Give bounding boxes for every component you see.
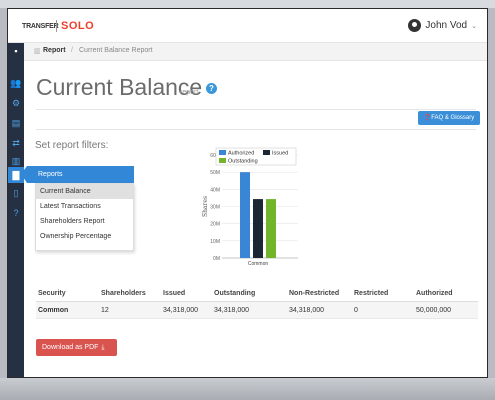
y-tick-label: 60M <box>210 153 220 159</box>
download-pdf-label: Download as PDF <box>42 344 99 351</box>
legend-box <box>215 147 297 166</box>
table-header-row: Security Shareholders Issued Outstanding… <box>36 285 478 302</box>
balance-bar-chart: 0M 10M 20M 30M 40M 50M 60M Shares Common Authoriz… <box>202 147 298 267</box>
y-tick-label: 0M <box>213 256 220 262</box>
legend-label: Authorized <box>228 151 254 157</box>
table-cell: 0 <box>354 306 358 314</box>
help-icon[interactable]: ? <box>206 83 217 94</box>
users-icon[interactable]: 👥 <box>10 78 22 88</box>
menu-item-shareholders-report[interactable]: Shareholders Report <box>40 218 105 225</box>
legend-swatch <box>219 150 226 155</box>
table-cell: Common <box>38 306 69 314</box>
bar-issued <box>253 199 263 258</box>
breadcrumb: ▥ Report / Current Balance Report <box>24 43 487 61</box>
y-axis-label: Shares <box>202 196 209 217</box>
title-divider <box>36 109 476 110</box>
document-icon[interactable]: ▤ <box>11 118 21 128</box>
logo-transfer-text: TRANSFER <box>22 22 59 30</box>
menu-item-ownership-percentage[interactable]: Ownership Percentage <box>40 233 112 240</box>
logo-solo-text: SOLO <box>61 20 95 32</box>
legend-swatch <box>219 158 226 163</box>
table-cell: 12 <box>101 306 109 314</box>
y-tick-label: 40M <box>210 187 220 193</box>
reports-menu-header[interactable]: Reports <box>21 166 134 183</box>
table-cell: 34,318,000 <box>163 306 199 314</box>
column-header[interactable]: Non-Restricted <box>289 289 340 297</box>
app-screen: TRANSFER SOLO John Vod ⌄ ▪ 👥 ⚙ ▤ ⇄ ▥ ▇ ▯… <box>7 8 488 378</box>
x-category-label: Common <box>248 261 269 267</box>
window-frame-bottom <box>0 378 495 400</box>
balance-table: Security Shareholders Issued Outstanding… <box>36 285 478 319</box>
avatar-icon <box>408 19 422 32</box>
legend-swatch <box>263 150 270 155</box>
question-icon[interactable]: ? <box>13 208 19 218</box>
breadcrumb-report-link[interactable]: Report <box>43 47 66 54</box>
column-header[interactable]: Security <box>38 289 66 297</box>
y-tick-label: 30M <box>210 205 220 211</box>
bar-outstanding <box>266 199 276 258</box>
user-name: John Vod <box>425 20 468 31</box>
y-tick-label: 50M <box>210 170 220 176</box>
sidebar: ▪ 👥 ⚙ ▤ ⇄ ▥ ▇ ▯ ? <box>8 43 24 377</box>
ledger-icon[interactable]: ▥ <box>11 156 21 166</box>
section-divider <box>36 129 476 130</box>
faq-glossary-button[interactable]: ❓FAQ & Glossary <box>418 111 480 125</box>
reports-dropdown-menu: Current Balance Latest Transactions Shar… <box>35 183 134 251</box>
column-header[interactable]: Issued <box>163 289 186 297</box>
bar-authorized <box>240 172 250 258</box>
page-subtitle: report <box>180 89 199 96</box>
gears-icon[interactable]: ⚙ <box>11 98 21 108</box>
top-navbar: TRANSFER SOLO John Vod ⌄ <box>8 9 487 43</box>
user-menu[interactable]: John Vod ⌄ <box>408 19 477 32</box>
column-header[interactable]: Outstanding <box>214 289 256 297</box>
y-tick-label: 10M <box>210 239 220 245</box>
chevron-down-icon: ⌄ <box>471 22 477 30</box>
column-header[interactable]: Authorized <box>416 289 453 297</box>
logo-divider <box>56 20 57 32</box>
breadcrumb-separator: / <box>71 47 73 54</box>
page-title: Current Balance <box>36 74 203 100</box>
transfer-icon[interactable]: ⇄ <box>12 138 20 148</box>
bar-chart-icon: ▥ <box>34 48 41 55</box>
window-frame-top <box>0 0 495 8</box>
table-row: Common 12 34,318,000 34,318,000 34,318,0… <box>36 302 478 319</box>
table-cell: 34,318,000 <box>214 306 250 314</box>
menu-item-latest-transactions[interactable]: Latest Transactions <box>40 203 101 210</box>
app-logo[interactable]: TRANSFER SOLO <box>22 20 94 32</box>
filters-label: Set report filters: <box>35 140 109 151</box>
y-tick-label: 20M <box>210 222 220 228</box>
column-header[interactable]: Shareholders <box>101 289 146 297</box>
column-header[interactable]: Restricted <box>354 289 389 297</box>
download-pdf-button[interactable]: Download as PDF ⤓ <box>36 339 117 356</box>
legend-label: Outstanding <box>228 159 258 165</box>
breadcrumb-current: Current Balance Report <box>79 47 153 54</box>
menu-item-current-balance[interactable]: Current Balance <box>36 184 133 199</box>
menu-icon[interactable]: ▪ <box>14 46 18 56</box>
table-cell: 50,000,000 <box>416 306 452 314</box>
legend-label: Issued <box>272 151 288 157</box>
download-icon: ⤓ <box>101 344 105 351</box>
table-cell: 34,318,000 <box>289 306 325 314</box>
chart-icon[interactable]: ▇ <box>8 167 24 183</box>
file-icon[interactable]: ▯ <box>13 188 19 198</box>
